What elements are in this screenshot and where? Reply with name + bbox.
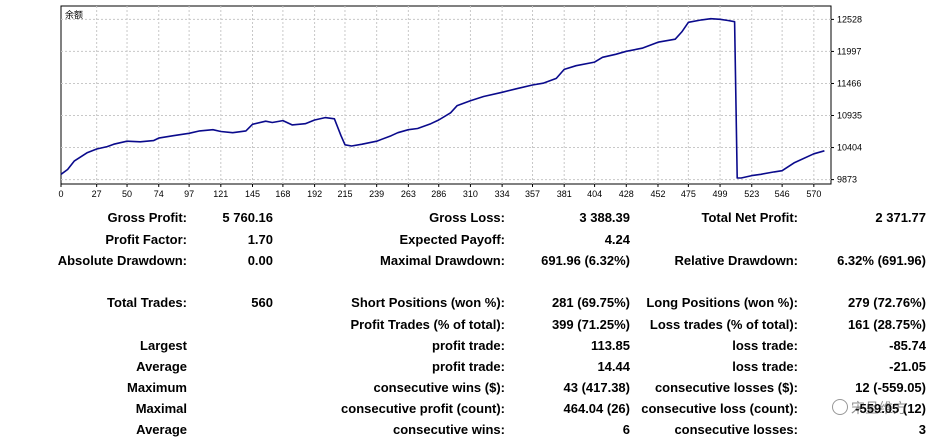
largest-loss-label: loss trade: (732, 338, 798, 353)
average-consecutive-wins-label: consecutive wins: (393, 422, 505, 437)
x-tick-label: 570 (806, 189, 821, 199)
long-positions-label: Long Positions (won %): (646, 295, 798, 310)
maximal-consecutive-loss-value: -559.05 (12) (855, 401, 926, 416)
y-tick-label: 10404 (837, 143, 862, 153)
x-tick-label: 192 (307, 189, 322, 199)
profit-trades-label: Profit Trades (% of total): (350, 317, 505, 332)
average-consecutive-losses-label: consecutive losses: (674, 422, 798, 437)
total-trades-value: 560 (251, 295, 273, 310)
total-net-profit-label: Total Net Profit: (701, 210, 798, 225)
x-tick-label: 239 (369, 189, 384, 199)
y-tick-label: 11997 (837, 46, 861, 56)
expected-payoff-label: Expected Payoff: (399, 232, 505, 247)
balance-chart: 0 27 50 74 97 121 145 168 192 215 239 263 286 310 334 3… (0, 0, 941, 205)
gross-loss-value: 3 388.39 (579, 210, 630, 225)
max-consecutive-losses-label: consecutive losses ($): (654, 380, 798, 395)
relative-drawdown-label: Relative Drawdown: (674, 253, 798, 268)
maximal-drawdown-value: 691.96 (6.32%) (541, 253, 630, 268)
largest-loss-value: -85.74 (889, 338, 926, 353)
gross-profit-label: Gross Profit: (107, 210, 187, 225)
expected-payoff-value: 4.24 (604, 232, 630, 247)
x-tick-label: 97 (184, 189, 194, 199)
max-consecutive-wins-value: 43 (417.38) (563, 380, 631, 395)
average-consecutive-wins-value: 6 (622, 422, 630, 437)
maximal-drawdown-label: Maximal Drawdown: (380, 253, 505, 268)
absolute-drawdown-label: Absolute Drawdown: (57, 253, 187, 268)
gross-loss-label: Gross Loss: (429, 210, 505, 225)
max-consecutive-wins-label: consecutive wins ($): (373, 380, 505, 395)
wechat-icon (832, 399, 848, 415)
average2-label: Average (136, 422, 187, 437)
absolute-drawdown-value: 0.00 (247, 253, 273, 268)
average-profit-label: profit trade: (432, 359, 505, 374)
average-profit-value: 14.44 (597, 359, 630, 374)
y-tick-label: 11466 (837, 78, 861, 88)
short-positions-value: 281 (69.75%) (551, 295, 630, 310)
x-tick-label: 334 (495, 189, 510, 199)
average-loss-value: -21.05 (889, 359, 926, 374)
x-tick-label: 263 (401, 189, 416, 199)
x-tick-label: 286 (431, 189, 446, 199)
x-tick-label: 404 (587, 189, 602, 199)
x-tick-label: 168 (275, 189, 290, 199)
relative-drawdown-value: 6.32% (691.96) (837, 253, 926, 268)
largest-profit-label: profit trade: (432, 338, 505, 353)
x-tick-label: 357 (525, 189, 540, 199)
balance-line (60, 17, 825, 179)
average-label: Average (136, 359, 187, 374)
chart-title: 余额 (65, 9, 83, 21)
x-tick-label: 546 (775, 189, 790, 199)
x-tick-label: 215 (337, 189, 352, 199)
loss-trades-value: 161 (28.75%) (847, 317, 926, 332)
x-tick-label: 381 (557, 189, 572, 199)
maximal-consecutive-loss-label: consecutive loss (count): (641, 401, 798, 416)
x-tick-label: 145 (245, 189, 260, 199)
x-tick-label: 523 (744, 189, 759, 199)
y-tick-label: 12528 (837, 14, 862, 24)
x-tick-label: 428 (619, 189, 634, 199)
x-tick-label: 121 (213, 189, 228, 199)
profit-factor-value: 1.70 (247, 232, 273, 247)
long-positions-value: 279 (72.76%) (847, 295, 926, 310)
profit-trades-value: 399 (71.25%) (551, 317, 630, 332)
x-tick-label: 475 (681, 189, 696, 199)
x-tick-label: 499 (713, 189, 728, 199)
watermark: 宋旦维方 (832, 398, 907, 418)
x-tick-label: 0 (58, 189, 63, 199)
x-tick-label: 50 (122, 189, 132, 199)
x-tick-label: 27 (92, 189, 102, 199)
maximal-label: Maximal (135, 401, 187, 416)
x-tick-label: 310 (463, 189, 478, 199)
plot-frame (60, 5, 832, 185)
largest-label: Largest (140, 338, 187, 353)
profit-factor-label: Profit Factor: (105, 232, 187, 247)
average-loss-label: loss trade: (732, 359, 798, 374)
y-tick-label: 10935 (837, 111, 862, 121)
largest-profit-value: 113.85 (590, 338, 630, 353)
maximal-consecutive-profit-label: consecutive profit (count): (341, 401, 505, 416)
gross-profit-value: 5 760.16 (222, 210, 273, 225)
total-net-profit-value: 2 371.77 (875, 210, 926, 225)
x-tick-label: 452 (650, 189, 665, 199)
short-positions-label: Short Positions (won %): (351, 295, 505, 310)
chart-canvas: 0 27 50 74 97 121 145 168 192 215 239 263 286 310 334 3… (58, 5, 862, 199)
loss-trades-label: Loss trades (% of total): (649, 317, 798, 332)
y-tick-label: 9873 (837, 175, 857, 185)
maximum-label: Maximum (127, 380, 187, 395)
maximal-consecutive-profit-value: 464.04 (26) (563, 401, 631, 416)
watermark-text: 宋旦维方 (851, 400, 907, 416)
x-tick-label: 74 (154, 189, 164, 199)
average-consecutive-losses-value: 3 (918, 422, 926, 437)
total-trades-label: Total Trades: (107, 295, 187, 310)
max-consecutive-losses-value: 12 (-559.05) (855, 380, 926, 395)
